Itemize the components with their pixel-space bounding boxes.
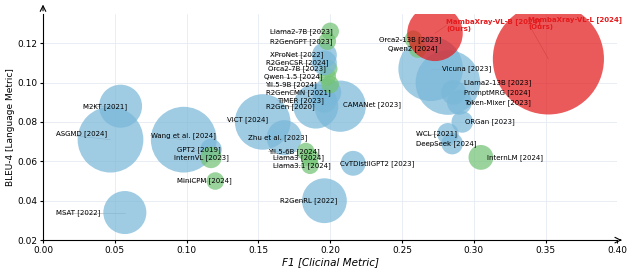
Text: MSAT [2022]: MSAT [2022]: [56, 209, 100, 216]
Text: TIMER [2023]: TIMER [2023]: [277, 97, 324, 104]
Point: [206, 155, 216, 160]
Point: [319, 53, 330, 57]
Point: [120, 210, 130, 215]
Point: [319, 61, 330, 65]
Text: Llama2-7B [2023]: Llama2-7B [2023]: [270, 28, 333, 35]
Point: [454, 100, 465, 105]
Text: Orca2-7B [2023]: Orca2-7B [2023]: [268, 66, 326, 72]
Text: Vicuna [2023]: Vicuna [2023]: [442, 66, 492, 72]
Point: [413, 47, 423, 51]
Point: [348, 161, 358, 165]
Point: [210, 179, 220, 183]
Point: [305, 155, 315, 160]
Point: [319, 98, 330, 102]
Text: PromptMRG [2024]: PromptMRG [2024]: [464, 89, 530, 96]
Point: [106, 138, 116, 142]
Text: M2KT [2021]: M2KT [2021]: [83, 103, 127, 109]
Point: [430, 31, 440, 35]
Text: Wang et al. [2024]: Wang et al. [2024]: [150, 132, 216, 139]
Point: [322, 90, 332, 94]
Point: [476, 155, 486, 160]
Point: [310, 104, 321, 108]
Point: [447, 141, 458, 146]
X-axis label: F1 [Clicinal Metric]: F1 [Clicinal Metric]: [282, 257, 379, 268]
Text: XProNet [2022]: XProNet [2022]: [270, 52, 323, 58]
Text: Zhu et al. [2023]: Zhu et al. [2023]: [248, 134, 308, 141]
Point: [179, 138, 189, 142]
Text: Llama3 [2024]: Llama3 [2024]: [273, 154, 324, 161]
Point: [335, 104, 346, 108]
Text: ASGMD [2024]: ASGMD [2024]: [56, 130, 107, 137]
Text: Llama3.1 [2024]: Llama3.1 [2024]: [273, 162, 330, 169]
Text: VICT [2024]: VICT [2024]: [227, 117, 268, 123]
Point: [319, 198, 330, 203]
Text: Yil.5-6B [2024]: Yil.5-6B [2024]: [268, 148, 320, 155]
Text: R2GenCMN [2021]: R2GenCMN [2021]: [266, 89, 330, 96]
Text: InternLM [2024]: InternLM [2024]: [486, 154, 543, 161]
Text: Token-Mixer [2023]: Token-Mixer [2023]: [464, 99, 531, 106]
Text: CvTDistilGPT2 [2023]: CvTDistilGPT2 [2023]: [340, 160, 415, 167]
Point: [305, 163, 315, 167]
Point: [325, 29, 335, 34]
Text: ORGan [2023]: ORGan [2023]: [465, 118, 515, 125]
Point: [324, 67, 334, 71]
Point: [426, 67, 436, 71]
Text: R2Gen [2020]: R2Gen [2020]: [266, 103, 314, 109]
Point: [325, 82, 335, 87]
Text: MambaXray-VL-L [2024]
(Ours): MambaXray-VL-L [2024] (Ours): [528, 16, 622, 31]
Text: Qwen 1.5 [2024]: Qwen 1.5 [2024]: [264, 73, 323, 80]
Point: [449, 90, 459, 94]
Text: R2GenRL [2022]: R2GenRL [2022]: [280, 197, 337, 204]
Point: [301, 149, 311, 154]
Text: Orca2-13B [2023]: Orca2-13B [2023]: [379, 36, 442, 43]
Text: InternVL [2023]: InternVL [2023]: [173, 154, 228, 161]
Text: CAMANet [2023]: CAMANet [2023]: [343, 101, 401, 108]
Point: [115, 104, 125, 108]
Text: WCL [2021]: WCL [2021]: [416, 130, 458, 137]
Point: [443, 80, 453, 85]
Text: R2GenCSR [2024]: R2GenCSR [2024]: [266, 60, 328, 66]
Text: Yil.5-9B [2024]: Yil.5-9B [2024]: [266, 81, 317, 88]
Point: [279, 135, 289, 140]
Point: [457, 120, 467, 124]
Text: MambaXray-VL-B [2024]
(Ours): MambaXray-VL-B [2024] (Ours): [447, 19, 541, 32]
Point: [322, 39, 332, 43]
Text: GPT2 [2019]: GPT2 [2019]: [177, 146, 220, 153]
Point: [206, 147, 216, 152]
Text: DeepSeek [2024]: DeepSeek [2024]: [416, 140, 477, 147]
Text: MiniCPM [2024]: MiniCPM [2024]: [177, 178, 231, 184]
Point: [408, 37, 419, 41]
Text: R2GenGPT [2023]: R2GenGPT [2023]: [270, 38, 332, 44]
Y-axis label: BLEU-4 [Language Metric]: BLEU-4 [Language Metric]: [6, 68, 15, 186]
Point: [257, 120, 268, 124]
Text: Llama2-13B [2023]: Llama2-13B [2023]: [464, 79, 531, 86]
Point: [543, 57, 554, 61]
Point: [322, 75, 332, 79]
Point: [443, 132, 453, 136]
Text: Qwen2 [2024]: Qwen2 [2024]: [388, 46, 437, 52]
